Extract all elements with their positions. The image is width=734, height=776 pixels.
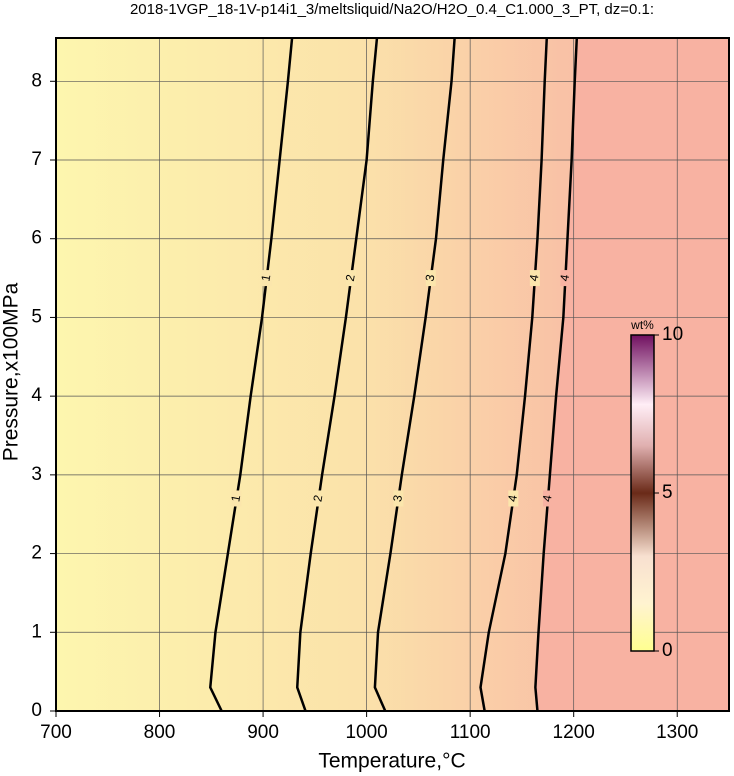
x-tick-label: 1100 [450, 722, 491, 743]
contour-label: 2 [343, 273, 358, 282]
y-tick-label: 2 [31, 543, 42, 564]
y-tick-label: 4 [31, 385, 42, 406]
contour-label-bg [261, 270, 272, 287]
x-tick-label: 1200 [553, 722, 595, 743]
contour-label-bg [543, 490, 554, 507]
contour-label-bg [529, 270, 540, 287]
x-tick-label: 1300 [656, 722, 698, 743]
y-tick-label: 0 [31, 700, 42, 721]
contour-label-bg [231, 490, 242, 507]
contour-label: 1 [258, 273, 273, 282]
x-tick-label: 800 [144, 722, 176, 743]
contour-label: 3 [423, 273, 438, 282]
contour-line [479, 37, 549, 712]
contour-label: 4 [557, 273, 572, 282]
colorbar [630, 334, 655, 652]
contour-label-bg [425, 270, 436, 287]
contour-label: 2 [310, 494, 325, 503]
y-tick-label: 3 [31, 464, 42, 485]
contour-label-bg [560, 270, 571, 287]
contour-label: 4 [527, 273, 542, 282]
contour-line [534, 37, 579, 712]
colorbar-label: wt% [630, 318, 654, 332]
y-tick-label: 7 [31, 149, 42, 170]
chart-title: 2018-1VGP_18-1V-p14i1_3/meltsliquid/Na2O… [130, 1, 654, 18]
y-tick-label: 1 [31, 621, 42, 642]
colorbar-tick-label: 10 [662, 324, 683, 345]
contour-label: 3 [390, 494, 405, 503]
contour-label: 1 [228, 494, 243, 503]
contour-label-bg [393, 490, 404, 507]
colorbar-tick-label: 0 [662, 640, 673, 661]
colorbar-tick-label: 5 [662, 482, 673, 503]
x-tick-label: 900 [247, 722, 279, 743]
contour-label-bg [313, 490, 324, 507]
contour-line [373, 37, 456, 712]
x-tick-label: 1000 [345, 722, 387, 743]
y-tick-label: 8 [31, 70, 42, 91]
x-tick-label: 700 [40, 722, 72, 743]
plot-frame [55, 37, 730, 712]
contour-line [295, 37, 379, 712]
contour-label-bg [346, 270, 357, 287]
contour-label-bg [508, 490, 519, 507]
contour-line [208, 37, 294, 712]
contour-label: 4 [505, 494, 520, 503]
x-axis-label: Temperature,°C [318, 750, 465, 773]
y-tick-label: 6 [31, 228, 42, 249]
contour-label: 4 [540, 494, 555, 503]
y-tick-label: 5 [31, 306, 42, 327]
y-axis-label: Pressure,x100MPa [0, 282, 23, 461]
